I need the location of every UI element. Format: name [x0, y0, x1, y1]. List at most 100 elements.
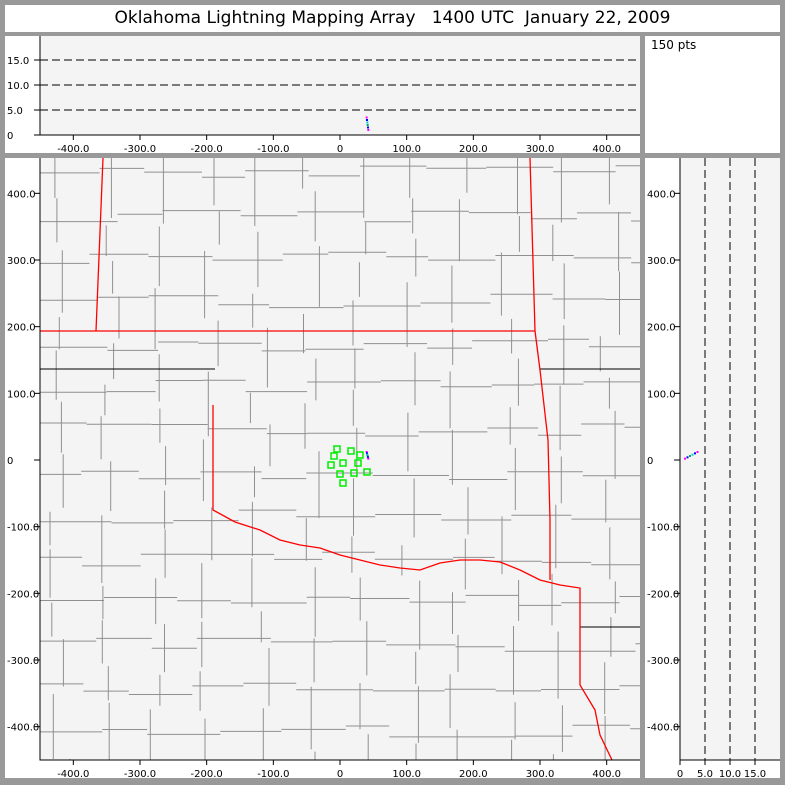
x-tick-label: 0 — [337, 144, 343, 155]
lightning-source-ns — [691, 453, 694, 456]
y-tick-label: -100.0 — [647, 523, 679, 534]
state-border-other — [40, 368, 640, 628]
x-tick-label: -200.0 — [191, 769, 223, 780]
county-line — [49, 158, 71, 760]
info-panel: 150 pts — [645, 36, 780, 153]
county-line — [40, 165, 640, 178]
lightning-source-plan — [366, 452, 369, 455]
county-line — [40, 551, 640, 567]
county-line — [302, 158, 320, 760]
x-tick-label: -400.0 — [57, 769, 89, 780]
county-line — [40, 594, 640, 606]
county-line — [40, 470, 640, 480]
x-tick-label: 0 — [337, 769, 343, 780]
county-line — [100, 158, 120, 760]
lightning-source-ew — [366, 124, 369, 126]
lightning-source-plan — [366, 453, 369, 456]
county-line — [599, 158, 620, 760]
y-tick-label: 100.0 — [647, 389, 676, 400]
y-tick-label: -200.0 — [647, 589, 679, 600]
altitude-tick-label: 5.0 — [7, 106, 23, 117]
plan-view-plot-area — [40, 158, 640, 760]
x-tick-label: 300.0 — [526, 144, 555, 155]
lightning-source-ns — [689, 454, 691, 457]
lightning-source-ew — [365, 116, 368, 119]
y-tick-label: 200.0 — [647, 323, 676, 334]
county-line — [449, 158, 469, 760]
y-tick-label: 0 — [647, 456, 653, 467]
x-tick-label: -300.0 — [124, 144, 156, 155]
x-tick-label: 200.0 — [459, 144, 488, 155]
y-tick-label: 400.0 — [647, 189, 676, 200]
lightning-source-ew — [367, 126, 370, 129]
lightning-source-ns — [694, 452, 696, 455]
county-line — [40, 682, 640, 695]
county-line — [351, 158, 369, 760]
altitude-tick-label: 5.0 — [697, 769, 713, 780]
lightning-source-ns — [684, 457, 686, 460]
y-tick-label: 300.0 — [7, 256, 36, 267]
lightning-source-plan — [365, 450, 368, 453]
county-line — [249, 158, 271, 760]
x-tick-label: -200.0 — [191, 144, 223, 155]
lightning-source-plan — [367, 457, 370, 460]
lma-station-marker — [354, 459, 362, 467]
county-line — [40, 210, 640, 223]
county-line — [551, 158, 565, 760]
x-tick-label: -400.0 — [57, 144, 89, 155]
x-tick-label: 200.0 — [459, 769, 488, 780]
county-line — [500, 158, 520, 760]
lightning-source-ew — [367, 129, 370, 131]
x-tick-label: -100.0 — [257, 144, 289, 155]
county-line — [149, 158, 167, 760]
y-tick-label: -400.0 — [7, 723, 39, 734]
lightning-source-ns — [696, 450, 699, 453]
points-count: 150 pts — [651, 38, 697, 52]
lightning-source-plan — [366, 454, 369, 457]
lma-station-marker — [330, 452, 338, 460]
altitude-tick-label: 15.0 — [7, 56, 29, 67]
lma-station-marker — [327, 461, 335, 469]
lightning-source-ew — [366, 119, 369, 121]
plan-view-axes — [39, 158, 640, 761]
lma-station-marker — [339, 459, 347, 467]
altitude-tick-label: 10.0 — [719, 769, 741, 780]
x-tick-label: 100.0 — [392, 144, 421, 155]
county-line — [40, 293, 640, 309]
y-tick-label: 300.0 — [647, 256, 676, 267]
lma-station-marker — [339, 479, 347, 487]
altitude-tick-label: 15.0 — [744, 769, 766, 780]
x-tick-label: 300.0 — [526, 769, 555, 780]
lma-station-marker — [333, 445, 341, 453]
x-tick-label: -100.0 — [257, 769, 289, 780]
county-line — [40, 637, 640, 652]
lma-station-marker — [350, 469, 358, 477]
county-line — [40, 724, 640, 738]
altitude-tick-label: 0 — [7, 131, 13, 142]
county-line — [199, 158, 220, 760]
y-tick-label: -300.0 — [7, 656, 39, 667]
y-tick-label: 100.0 — [7, 389, 36, 400]
y-tick-label: -400.0 — [647, 723, 679, 734]
y-tick-label: 0 — [7, 456, 13, 467]
y-tick-label: -100.0 — [7, 523, 39, 534]
x-tick-label: 100.0 — [392, 769, 421, 780]
y-tick-label: -200.0 — [7, 589, 39, 600]
oklahoma-state-border — [40, 157, 613, 761]
lightning-source-plan — [367, 456, 370, 459]
x-tick-label: -300.0 — [124, 769, 156, 780]
lightning-source-ns — [686, 456, 689, 459]
county-line — [401, 158, 421, 760]
y-tick-label: 400.0 — [7, 189, 36, 200]
county-line — [40, 379, 640, 393]
plot-title: Oklahoma Lightning Mapping Array 1400 UT… — [5, 5, 780, 32]
lma-station-marker — [363, 468, 371, 476]
x-tick-label: 400.0 — [592, 769, 621, 780]
county-borders — [40, 158, 640, 760]
altitude-tick-label: 10.0 — [7, 81, 29, 92]
lightning-source-ew — [366, 121, 369, 124]
y-tick-label: 200.0 — [7, 323, 36, 334]
county-line — [40, 251, 640, 264]
altitude-tick-label: 0 — [677, 769, 683, 780]
